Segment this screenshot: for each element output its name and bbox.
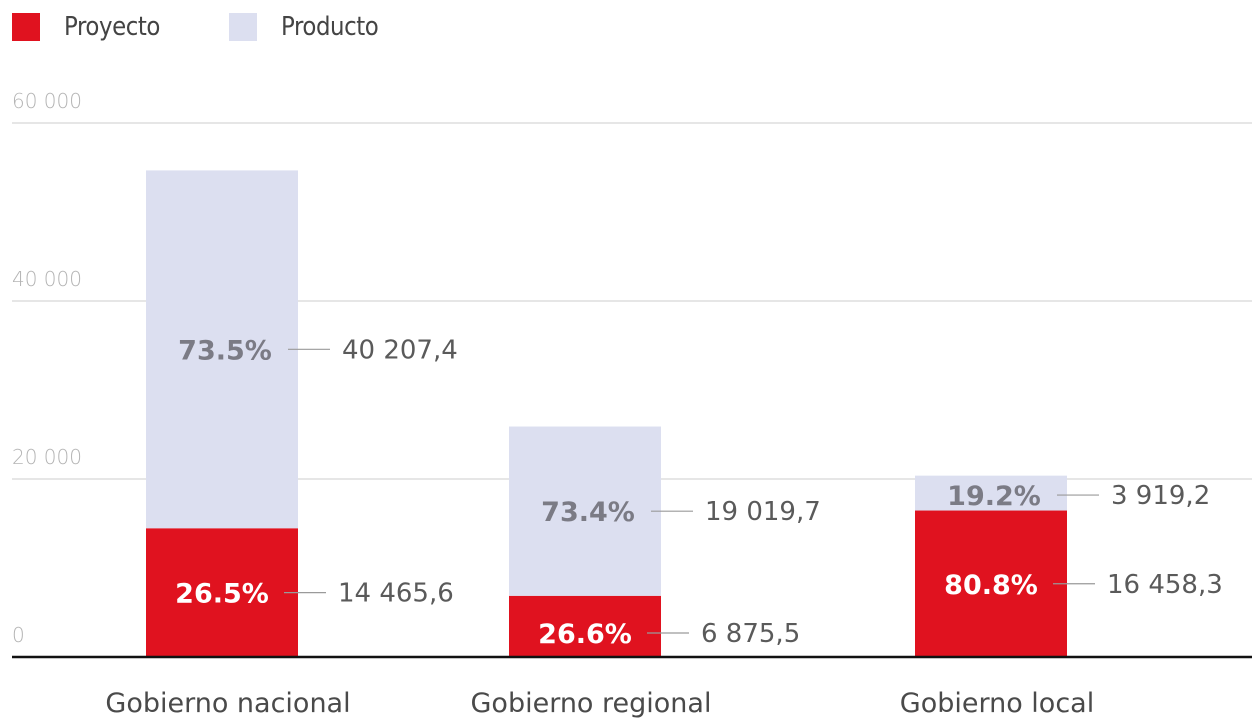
percent-label: 26.6% <box>538 619 632 650</box>
bar-segment <box>915 475 1067 511</box>
bar-segment <box>509 426 661 596</box>
x-category-label: Gobierno nacional <box>105 688 350 718</box>
legend-item-proyecto: Proyecto <box>12 12 173 42</box>
bar-segment <box>146 528 298 657</box>
value-label: 6 875,5 <box>701 619 800 649</box>
y-tick-label: 60 000 <box>12 89 82 113</box>
percent-label: 73.4% <box>541 497 635 528</box>
value-label: 14 465,6 <box>338 579 454 609</box>
bar-segment <box>146 170 298 529</box>
bar-segment <box>509 595 661 657</box>
percent-label: 19.2% <box>947 481 1041 512</box>
legend-swatch-proyecto <box>12 13 40 41</box>
legend-label-producto: Producto <box>281 12 379 42</box>
y-tick-label: 0 <box>12 623 25 647</box>
bar-segment <box>915 510 1067 657</box>
value-label: 19 019,7 <box>705 497 821 527</box>
x-category-label: Gobierno regional <box>471 688 712 718</box>
value-label: 3 919,2 <box>1111 481 1210 511</box>
percent-label: 80.8% <box>944 570 1038 601</box>
legend-item-producto: Producto <box>229 12 392 42</box>
y-tick-label: 20 000 <box>12 445 82 469</box>
legend-swatch-producto <box>229 13 258 41</box>
value-label: 16 458,3 <box>1107 570 1223 600</box>
legend: Proyecto Producto <box>12 12 448 42</box>
percent-label: 26.5% <box>175 579 269 610</box>
value-label: 40 207,4 <box>342 335 458 365</box>
percent-label: 73.5% <box>178 335 272 366</box>
y-tick-label: 40 000 <box>12 267 82 291</box>
legend-label-proyecto: Proyecto <box>64 12 160 42</box>
x-category-label: Gobierno local <box>900 688 1094 718</box>
